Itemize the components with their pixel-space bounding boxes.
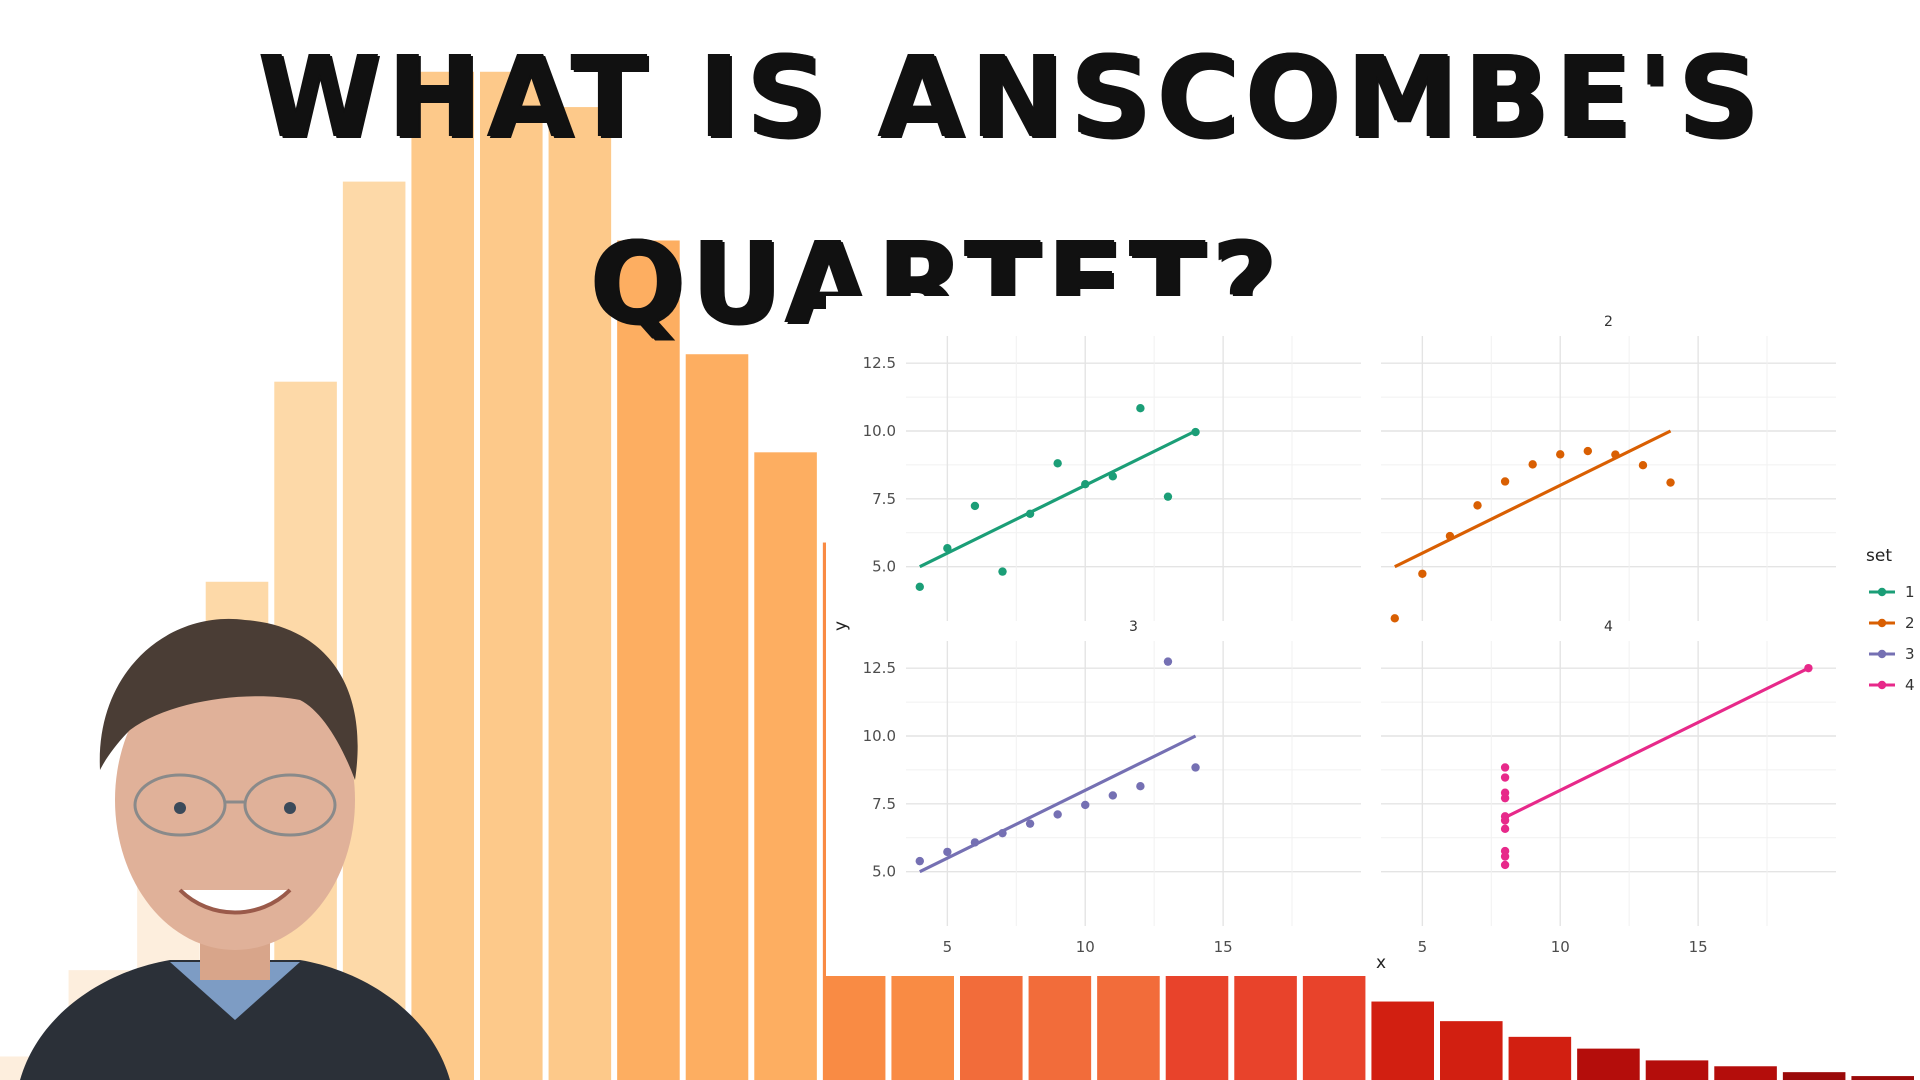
data-point-set-3 (998, 828, 1007, 838)
x-tick-label: 15 (1214, 938, 1233, 956)
data-point-set-2 (1445, 531, 1455, 541)
facet-panel-3: 3 5.0 7.5 10.0 12.5 5 10 15 (863, 619, 1361, 956)
data-point-set-4 (1500, 860, 1510, 870)
data-point-set-2 (1418, 569, 1427, 578)
data-point-set-1 (970, 501, 980, 511)
y-tick-label: 5.0 (872, 863, 896, 881)
histogram-bar (411, 71, 474, 1080)
data-point-set-2 (1528, 460, 1537, 469)
x-axis-title: x (1376, 953, 1386, 973)
x-tick-label: 5 (1418, 938, 1428, 956)
legend-key-point (1877, 618, 1887, 628)
data-point-set-3 (1136, 782, 1145, 791)
histogram-bar (548, 107, 612, 1080)
facet-panel-1: 5.0 7.5 10.0 12.5 (863, 336, 1361, 621)
x-tick-label: 5 (943, 938, 953, 956)
data-point-set-1 (1025, 509, 1035, 518)
data-point-set-2 (1638, 461, 1648, 470)
legend-entry-label: 4 (1905, 676, 1915, 694)
legend: set 1 2 3 4 (1866, 546, 1915, 694)
x-tick-label: 10 (1076, 938, 1095, 956)
fit-line-set-3 (919, 734, 1197, 874)
x-tick-label: 10 (1551, 938, 1570, 956)
data-point-set-3 (943, 847, 952, 857)
data-point-set-1 (1081, 480, 1090, 489)
data-point-set-2 (1500, 477, 1510, 486)
data-point-set-3 (1108, 791, 1118, 800)
legend-title: set (1866, 546, 1892, 566)
legend-key-point (1877, 649, 1887, 659)
histogram-bar (1851, 1076, 1914, 1080)
data-point-set-2 (1390, 614, 1399, 623)
data-point-set-1 (1191, 427, 1200, 437)
legend-entry-label: 1 (1905, 583, 1915, 601)
histogram-bar (1508, 1036, 1572, 1080)
data-point-set-1 (915, 582, 924, 591)
data-point-set-1 (1136, 404, 1145, 413)
histogram-bar (1782, 1072, 1846, 1080)
data-point-set-3 (915, 856, 924, 866)
fit-line-set-2 (1394, 429, 1672, 569)
data-point-set-3 (1025, 819, 1035, 828)
data-point-set-2 (1583, 446, 1593, 456)
facet-panel-2: 2 (1381, 314, 1836, 623)
facet-panel-4: 4 5 10 15 (1381, 619, 1836, 956)
data-point-set-4 (1500, 852, 1510, 861)
y-tick-label: 5.0 (872, 558, 896, 576)
y-tick-label: 7.5 (872, 795, 896, 813)
y-axis-title: y (831, 621, 851, 631)
facet-label: 3 (1129, 619, 1138, 635)
legend-key-point (1877, 587, 1887, 597)
data-point-set-1 (1053, 459, 1062, 468)
histogram-bar (617, 240, 680, 1080)
histogram-bar (1440, 1021, 1503, 1080)
x-tick-label: 15 (1689, 938, 1708, 956)
facet-label: 4 (1604, 619, 1613, 635)
data-point-set-4 (1500, 816, 1510, 825)
y-tick-label: 12.5 (863, 354, 896, 372)
y-tick-label: 10.0 (863, 727, 896, 745)
data-point-set-1 (1108, 472, 1118, 481)
legend-key-point (1877, 680, 1887, 690)
histogram-bar (480, 71, 543, 1080)
histogram-bar (1714, 1066, 1777, 1080)
histogram-bar (754, 452, 817, 1080)
data-point-set-3 (1191, 763, 1200, 772)
legend-entry-label: 3 (1905, 645, 1915, 663)
histogram-bar (685, 354, 749, 1080)
histogram-bar (1577, 1048, 1640, 1080)
data-point-set-4 (1804, 663, 1813, 673)
anscombe-facet-chart: 5.0 7.5 10.0 12.5 2 3 5.0 7.5 10.0 12.5 5 10 15 4 5 10 1… (826, 296, 1920, 976)
person-portrait-icon (20, 618, 450, 1080)
fit-line-set-1 (919, 429, 1197, 569)
data-point-set-3 (970, 838, 980, 847)
y-tick-label: 12.5 (863, 659, 896, 677)
data-point-set-1 (998, 567, 1007, 576)
histogram-bar (1645, 1060, 1709, 1080)
facet-chart-svg: 5.0 7.5 10.0 12.5 2 3 5.0 7.5 10.0 12.5 5 10 15 4 5 10 1… (831, 314, 1915, 973)
fit-line-set-4 (1504, 666, 1810, 819)
data-point-set-2 (1666, 478, 1675, 487)
data-point-set-3 (1081, 800, 1090, 810)
y-tick-label: 10.0 (863, 422, 896, 440)
data-point-set-1 (1163, 492, 1173, 501)
data-point-set-3 (1053, 810, 1062, 819)
histogram-bar (1371, 1001, 1434, 1080)
title-line-1: WHAT IS ANSCOMBE'S (258, 33, 1765, 163)
data-point-set-4 (1500, 788, 1510, 797)
data-point-set-1 (943, 544, 952, 553)
data-point-set-4 (1500, 763, 1510, 772)
legend-entry-label: 2 (1905, 614, 1915, 632)
data-point-set-4 (1500, 773, 1510, 782)
data-point-set-4 (1500, 824, 1510, 834)
data-point-set-2 (1611, 450, 1620, 459)
histogram-bar (342, 181, 406, 1080)
facet-label: 2 (1604, 314, 1613, 330)
y-tick-label: 7.5 (872, 490, 896, 508)
data-point-set-3 (1163, 657, 1173, 666)
data-point-set-2 (1556, 450, 1565, 459)
data-point-set-2 (1473, 501, 1482, 510)
